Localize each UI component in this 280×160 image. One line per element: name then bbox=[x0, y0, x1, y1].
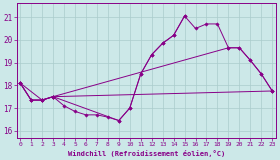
X-axis label: Windchill (Refroidissement éolien,°C): Windchill (Refroidissement éolien,°C) bbox=[67, 150, 225, 156]
